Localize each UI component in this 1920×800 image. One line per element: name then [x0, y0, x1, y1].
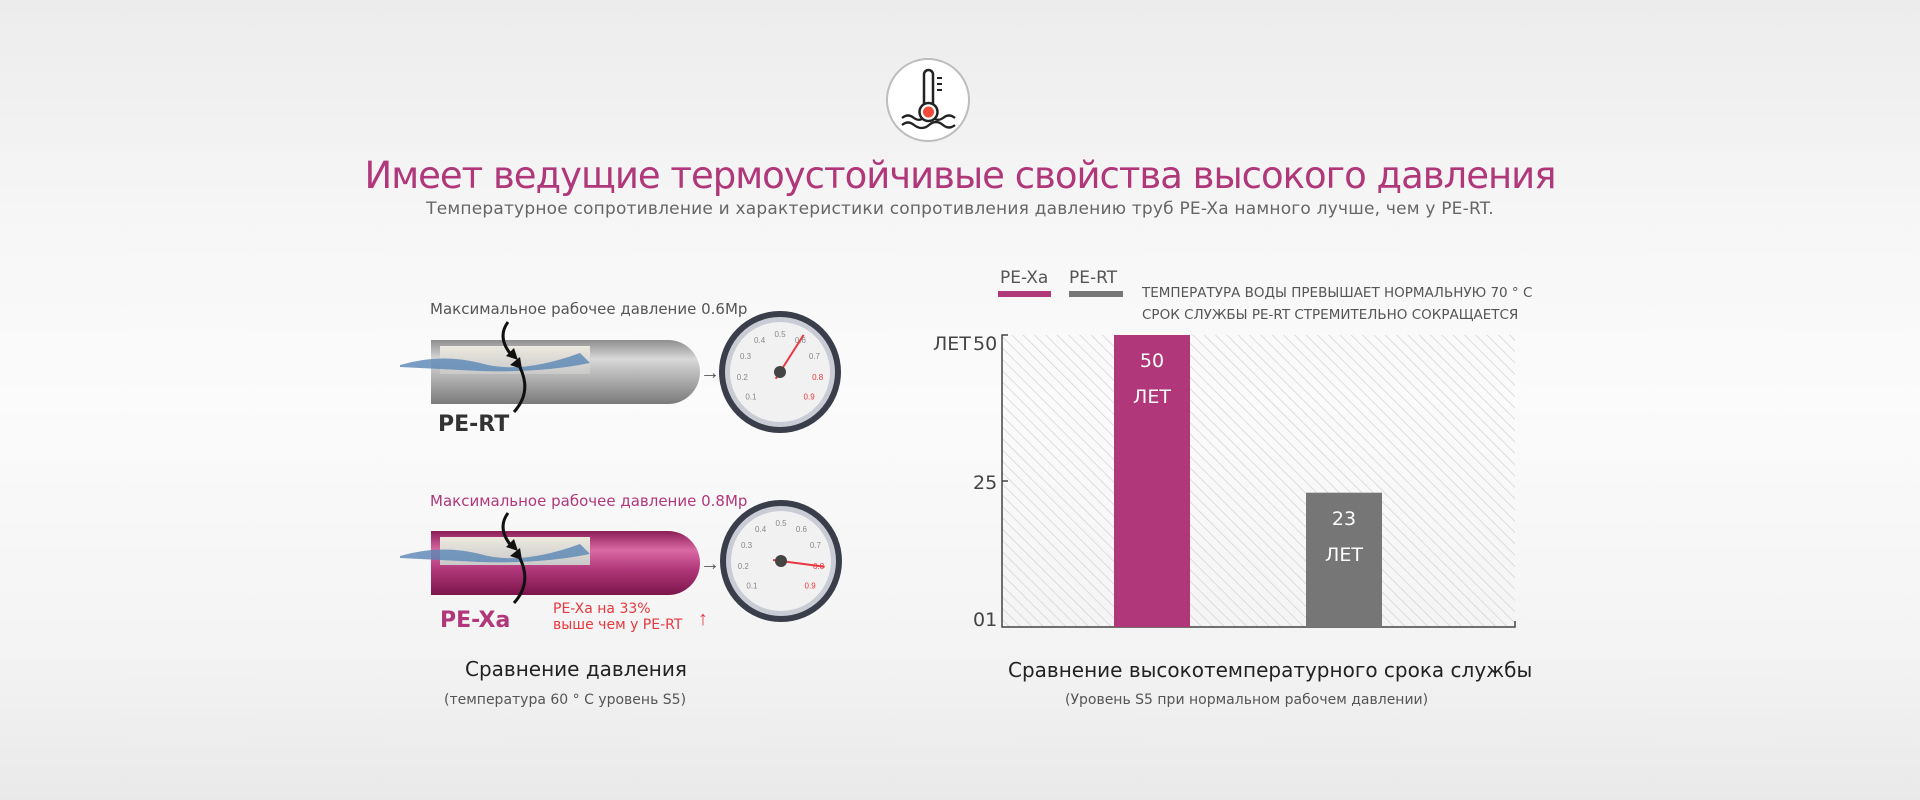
water-flow-icon	[400, 353, 590, 372]
pe-rt-name: PE-RT	[438, 412, 510, 437]
plot-area	[1002, 335, 1515, 627]
water-flow-icon	[400, 544, 590, 563]
y-tick-50: 50	[973, 333, 998, 355]
bar-unit: ЛЕТ	[1325, 543, 1363, 566]
pe-rt-pressure-label: Максимальное рабочее давление 0.6Mp	[430, 300, 748, 318]
chart-annotation-line-1: ТЕМПЕРАТУРА ВОДЫ ПРЕВЫШАЕТ НОРМАЛЬНУЮ 70…	[1142, 285, 1533, 301]
y-tick-01: 01	[973, 609, 998, 631]
chart-annotation-line-2: СРОК СЛУЖБЫ PE-RT СТРЕМИТЕЛЬНО СОКРАЩАЕТ…	[1142, 307, 1519, 323]
pe-xa-advantage-note: PE-Xa на 33% выше чем у PE-RT	[553, 601, 682, 633]
gauge-tick-label: 0.1	[746, 581, 758, 590]
gauge-tick-label: 0.4	[755, 525, 767, 534]
pressure-caption: Сравнение давления	[465, 657, 687, 681]
arrow-up-icon: ↑	[698, 608, 708, 630]
note-line-2: выше чем у PE-RT	[553, 617, 683, 633]
gauge-tick-label: 0.5	[774, 330, 786, 339]
chart-title: Сравнение высокотемпературного срока слу…	[1008, 658, 1533, 682]
chart-subtitle: (Уровень S5 при нормальном рабочем давле…	[1065, 692, 1429, 708]
pressure-arrows-icon	[501, 512, 527, 605]
gauge-tick-label: 0.5	[775, 519, 787, 528]
gauge-tick-label: 0.2	[737, 373, 749, 382]
y-axis-label: ЛЕТ	[933, 333, 971, 355]
bar-value: 50	[1139, 350, 1165, 372]
gauge-tick-label: 0.3	[740, 352, 752, 361]
arrow-right-icon: →	[700, 553, 720, 575]
gauge-tick-label: 0.6	[796, 525, 808, 534]
legend-swatch-pe-rt	[1069, 291, 1123, 297]
legend-label-pe-xa: PE-Xa	[1000, 268, 1049, 288]
service-life-chart	[1001, 334, 1516, 628]
axes	[1001, 334, 1516, 628]
legend-swatch-pe-xa	[998, 291, 1051, 297]
arrow-right-icon: →	[700, 362, 720, 384]
pressure-arrows-icon	[501, 321, 527, 414]
bar-pe-xa	[1114, 335, 1190, 627]
y-tick-25: 25	[973, 472, 998, 494]
gauge-tick-label: 0.4	[754, 336, 766, 345]
gauge-tick-label: 0.7	[809, 352, 821, 361]
gauge-tick-label: 0.8	[812, 373, 824, 382]
pe-rt-pressure-gauge: 0.10.20.30.40.50.60.70.80.9	[719, 311, 841, 433]
gauge-tick-label: 0.1	[745, 392, 757, 401]
note-line-1: PE-Xa на 33%	[553, 601, 651, 617]
bar-data-label: 50 ЛЕТ	[1114, 343, 1190, 415]
bar-value: 23	[1331, 507, 1357, 530]
gauge-hub	[774, 366, 786, 378]
bar-pe-rt	[1306, 492, 1382, 627]
gauge-tick-label: 0.7	[810, 541, 822, 550]
bar-data-label: 23 ЛЕТ	[1306, 501, 1382, 573]
page-title: Имеет ведущие термоустойчивые свойства в…	[364, 154, 1557, 197]
gauge-tick-label: 0.3	[741, 541, 753, 550]
gauge-hub	[775, 555, 787, 567]
gauge-tick-label: 0.9	[804, 392, 816, 401]
gauge-tick-label: 0.2	[738, 562, 750, 571]
gauge-tick-label: 0.9	[805, 581, 817, 590]
pressure-subcaption: (температура 60 ° C уровень S5)	[444, 692, 687, 708]
pe-xa-pressure-label: Максимальное рабочее давление 0.8Mp	[430, 492, 748, 510]
bar-unit: ЛЕТ	[1133, 386, 1171, 408]
legend-label-pe-rt: PE-RT	[1069, 268, 1118, 288]
pe-xa-name: PE-Xa	[440, 608, 511, 633]
pe-xa-pressure-gauge: 0.10.20.30.40.50.60.70.80.9	[720, 500, 842, 622]
page-subtitle: Температурное сопротивление и характерис…	[426, 199, 1494, 219]
thermometer-water-icon	[886, 58, 970, 142]
